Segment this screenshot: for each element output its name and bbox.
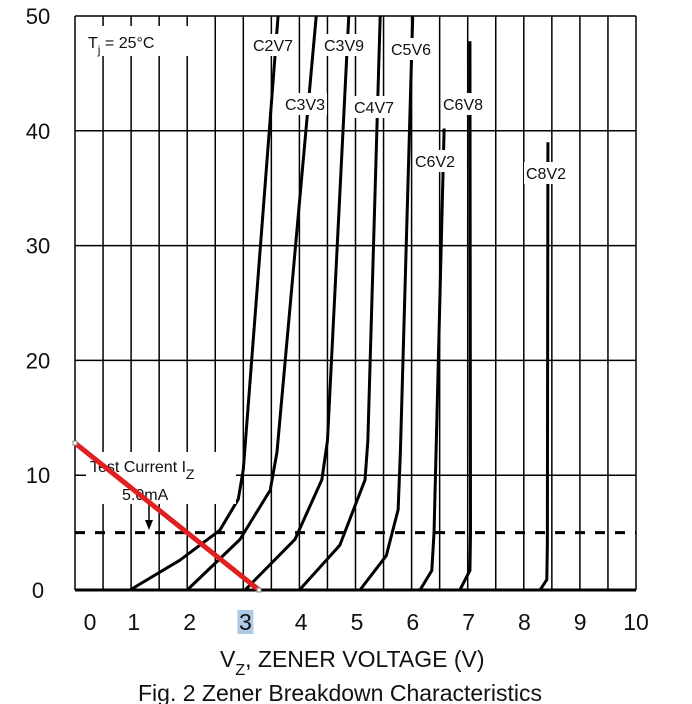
x-tick-label: 10	[623, 609, 649, 635]
curves	[129, 15, 550, 592]
curve-c6v8	[458, 41, 473, 591]
ticks: 0 10 20 30 40 50 0 1 2 3 4 5 6 7 8 9 10	[26, 4, 649, 635]
curve-label-bg	[322, 34, 366, 56]
curve-label-bg	[251, 34, 295, 56]
x-tick-label: 6	[406, 609, 419, 635]
tick-selection-highlight	[237, 610, 254, 634]
test-current-label: Test Current IZ 5.0mA	[86, 452, 236, 530]
curve-label-bg	[441, 93, 485, 115]
x-tick-label: 0	[84, 609, 97, 635]
y-tick-label: 50	[26, 4, 50, 29]
curve-label-c2v7: C2V7	[253, 38, 293, 55]
curve-label-c5v6: C5V6	[391, 42, 431, 59]
chart-title: Fig. 2 Zener Breakdown Characteristics	[138, 680, 542, 704]
curve-label-bg	[283, 93, 327, 115]
condition-label: Tj = 25°C	[80, 26, 190, 57]
curve-c3v3	[186, 15, 318, 592]
x-tick-label: 2	[183, 609, 196, 635]
curve-label-bg	[389, 38, 433, 60]
curve-label-bg	[413, 150, 457, 172]
x-tick-label: 9	[574, 609, 587, 635]
curve-c2v7	[129, 15, 280, 592]
red-annotation-line[interactable]	[72, 440, 262, 593]
x-axis-label: VZ, ZENER VOLTAGE (V)	[220, 646, 485, 679]
curve-label-c8v2: C8V2	[526, 166, 566, 183]
curve-label-bg	[524, 162, 568, 184]
arrow-head-icon	[145, 520, 153, 530]
x-tick-label: 5	[351, 609, 364, 635]
annotation-line[interactable]	[73, 441, 261, 592]
y-tick-label: 10	[26, 463, 50, 488]
curve-label-c6v8: C6V8	[443, 97, 483, 114]
y-tick-label: 30	[26, 234, 50, 259]
y-tick-label: 20	[26, 348, 50, 373]
curve-c3v9	[243, 15, 351, 592]
annotation-handle-start[interactable]	[72, 440, 78, 446]
curve-c4v7	[298, 15, 382, 592]
x-tick-label: 7	[462, 609, 475, 635]
curve-c6v2	[418, 128, 446, 591]
y-tick-label: 0	[32, 578, 44, 603]
x-tick-label: 3	[239, 609, 252, 635]
x-tick-label: 8	[518, 609, 531, 635]
y-tick-label: 40	[26, 119, 50, 144]
curve-label-c6v2: C6V2	[415, 154, 455, 171]
x-tick-label: 1	[127, 609, 140, 635]
curve-label-c3v9: C3V9	[324, 38, 364, 55]
curve-label-c3v3: C3V3	[285, 97, 325, 114]
annotation-handle-end[interactable]	[256, 587, 262, 593]
svg-text:Tj = 25°C: Tj = 25°C	[88, 35, 154, 57]
curve-labels: C2V7 C3V3 C3V9 C4V7 C5V6 C6V2 C6V8 C8V2	[251, 34, 568, 184]
x-tick-label: 4	[295, 609, 308, 635]
curve-c8v2	[538, 142, 550, 591]
curve-c5v6	[358, 15, 415, 591]
curve-label-bg	[352, 96, 396, 118]
curve-label-c4v7: C4V7	[354, 100, 394, 117]
